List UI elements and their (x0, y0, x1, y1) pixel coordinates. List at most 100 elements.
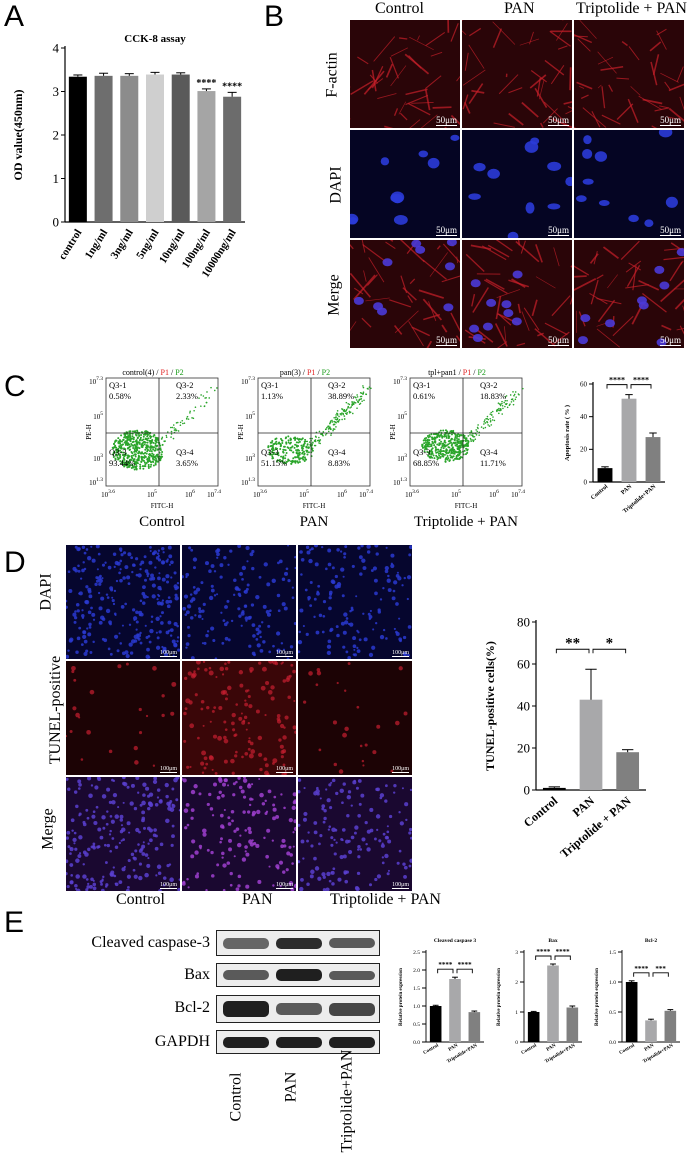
flow-dot (290, 460, 293, 463)
flow-dot (303, 442, 306, 445)
flow-dot (334, 418, 337, 420)
flow-dot (134, 466, 137, 469)
bar (566, 1007, 579, 1042)
flow-dot (498, 403, 501, 405)
flow-dot (127, 446, 130, 449)
flow-dot (135, 468, 138, 471)
flow-dot (303, 456, 306, 459)
scale-bar: 50μm (548, 115, 569, 126)
flow-dot (152, 453, 155, 456)
flow-dot (305, 440, 307, 443)
flow-dot (140, 456, 143, 459)
flow-dot (332, 424, 335, 426)
flow-dot (204, 397, 206, 399)
flow-dot (179, 421, 182, 424)
blot-strip (216, 995, 380, 1023)
row-label-d-dapi: DAPI (37, 573, 55, 611)
flow-dot (443, 435, 446, 438)
flow-dot (119, 440, 122, 443)
flow-dot (446, 454, 449, 457)
flow-dot (284, 457, 287, 460)
flow-dot (173, 429, 176, 431)
x-tick-label: 103.6 (253, 489, 267, 499)
flow-dot (123, 436, 126, 439)
category-label: 5ng/ml (134, 227, 161, 261)
flow-dot (483, 423, 485, 425)
flow-dot (489, 413, 492, 415)
flow-dot (318, 430, 321, 433)
flow-dot (351, 402, 354, 404)
flow-dot (156, 444, 159, 447)
y-tick-label: 20 (517, 740, 530, 755)
micrograph-tile: 50μm (574, 240, 684, 348)
flow-dot (114, 444, 117, 447)
flow-dot (301, 446, 304, 449)
flow-dot (430, 436, 433, 439)
flow-dot (278, 460, 281, 463)
fluorescence-grid-d: DAPI TUNEL-positive Merge 100μm 100μm 100μ… (38, 545, 446, 915)
flow-dot (113, 443, 116, 446)
flow-dot (450, 452, 453, 455)
flow-plot-frame (105, 377, 219, 487)
flow-dot (119, 453, 122, 456)
flow-dot (472, 435, 474, 437)
significance-bracket (630, 384, 652, 389)
scale-bar: 50μm (660, 335, 681, 346)
x-axis-label: FITC-H (151, 502, 174, 510)
y-tick-label: 2 (515, 980, 518, 986)
flow-dot (151, 460, 154, 463)
blot-band (276, 938, 322, 949)
flow-dot (426, 443, 429, 446)
flow-dot (275, 437, 278, 440)
flow-dot (517, 393, 520, 395)
significance-label: * (606, 635, 614, 651)
flow-dot (362, 385, 364, 387)
flow-dot (454, 450, 457, 453)
bar (597, 468, 613, 482)
lane-label-triptolide-pan: Triptolide+PAN (338, 1049, 356, 1153)
bar (645, 437, 661, 482)
scale-bar: 100μm (276, 650, 293, 657)
flow-dot (444, 441, 447, 444)
group-label: Triptolide + PAN (414, 514, 518, 530)
flow-dot (495, 409, 498, 412)
flow-dot (425, 441, 428, 444)
flow-dot (484, 426, 487, 429)
flow-dot (338, 418, 341, 421)
x-tick-label: 106 (489, 489, 499, 499)
flow-dot (351, 404, 353, 406)
flow-dot (452, 450, 455, 453)
flow-dot (150, 441, 153, 444)
flow-dot (362, 393, 364, 395)
bar (621, 398, 637, 482)
y-tick-label: 105 (245, 411, 255, 421)
flow-dot (423, 437, 426, 440)
quadrant-name: Q3-1 (109, 380, 126, 390)
flow-dot (475, 429, 477, 431)
flow-dot (143, 443, 146, 446)
flow-dot (346, 407, 349, 409)
y-tick-label: 103 (397, 453, 407, 463)
flow-dot (270, 453, 273, 456)
flow-dot (154, 436, 157, 439)
flow-dot (504, 405, 506, 408)
flow-dot (430, 448, 433, 451)
flow-dot (160, 453, 163, 456)
panel-letter-a: A (4, 0, 25, 33)
y-tick-label: 1.5 (413, 986, 420, 992)
flow-dot (434, 446, 437, 449)
flow-dot (455, 437, 458, 440)
flow-dot (114, 457, 117, 460)
flow-dot (447, 433, 450, 436)
flow-dot (287, 439, 290, 442)
flow-dot (133, 458, 136, 461)
flow-dot (118, 442, 121, 445)
flow-dot (291, 445, 294, 448)
y-tick-label: 0.0 (609, 1040, 616, 1046)
flow-dot (504, 396, 507, 398)
flow-dot (154, 442, 157, 445)
bar (171, 74, 190, 222)
flow-dot (470, 430, 473, 433)
flow-dot (132, 466, 135, 469)
flow-dot (342, 413, 344, 416)
